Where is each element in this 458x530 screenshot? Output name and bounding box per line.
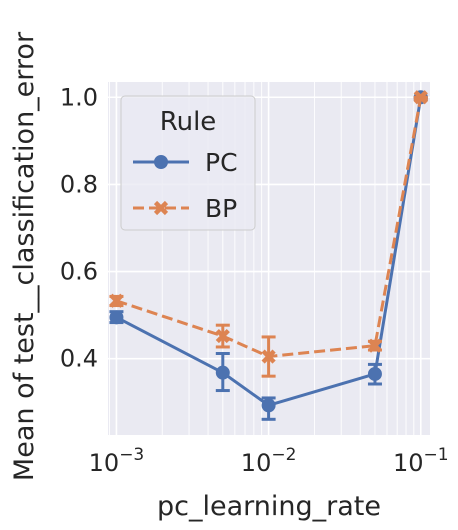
legend: Rule PC BP (120, 95, 256, 231)
series-bp (109, 90, 428, 378)
legend-marker-pc (154, 155, 168, 169)
legend-marker-bp (153, 200, 169, 216)
marker-bp (367, 338, 383, 353)
marker-pc (261, 398, 276, 413)
legend-label-bp: BP (205, 194, 237, 223)
marker-pc (367, 366, 382, 381)
legend-title: Rule (160, 107, 217, 137)
series-layer (109, 90, 428, 421)
legend-entry-bp: BP (133, 194, 237, 223)
y-tick-label: 0.8 (60, 170, 98, 198)
x-tick-label: 10−1 (393, 445, 449, 477)
series-pc (109, 90, 428, 421)
y-tick-label: 0.6 (60, 258, 98, 286)
x-axis-label: pc_learning_rate (157, 491, 381, 522)
x-tick-label: 10−3 (89, 445, 145, 477)
y-axis-label: Mean of test__classification_error (9, 31, 40, 481)
y-tick-label: 1.0 (60, 83, 98, 111)
marker-pc (215, 365, 230, 380)
marker-bp (215, 328, 230, 344)
legend-label-pc: PC (205, 148, 238, 177)
marker-bp (413, 90, 428, 105)
tick-labels: 10−3 10−2 10−1 0.4 0.6 0.8 1.0 (60, 83, 449, 477)
y-tick-label: 0.4 (60, 345, 98, 373)
legend-entry-pc: PC (133, 148, 238, 177)
marker-pc (109, 310, 124, 325)
marker-bp (261, 349, 276, 364)
marker-bp (109, 293, 124, 308)
x-tick-label: 10−2 (241, 445, 297, 477)
